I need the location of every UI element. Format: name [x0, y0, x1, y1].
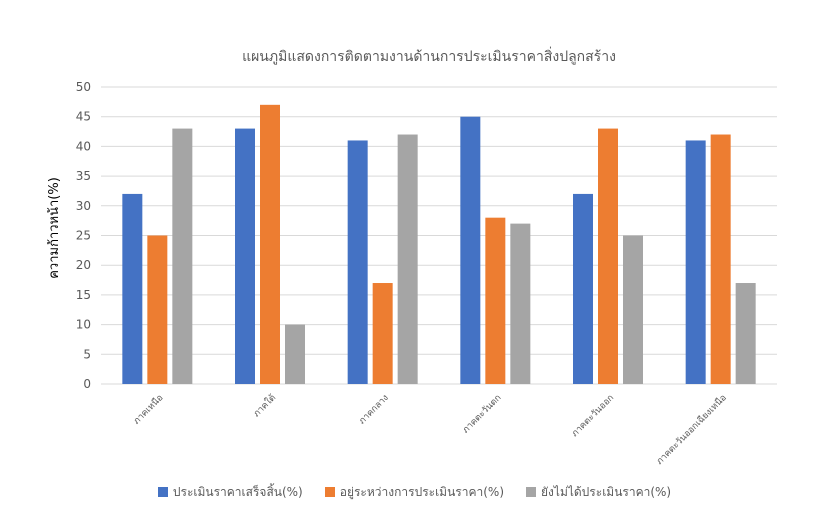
y-tick-label: 45: [76, 110, 91, 124]
x-tick-label: ภาคใต้: [251, 392, 278, 419]
x-tick-label: ภาคตะวันออก: [570, 393, 616, 439]
y-tick-label: 30: [76, 199, 91, 213]
y-tick-labels: 0 5 10 15 20 25 30 35 40 45 50: [76, 80, 91, 391]
y-tick-label: 5: [83, 347, 91, 361]
bar: [285, 324, 305, 384]
y-axis-label: ความก้าวหน้า(%): [47, 177, 62, 279]
bar: [460, 116, 481, 384]
bar: [485, 217, 506, 384]
y-tick-label: 25: [76, 229, 91, 243]
x-tick-label: ภาคตะวันออกเฉียงเหนือ: [654, 392, 729, 467]
bar: [147, 235, 168, 384]
bar: [598, 128, 618, 384]
bar: [260, 104, 280, 384]
y-tick-label: 0: [83, 377, 91, 391]
legend-item: ประเมินราคาเสร็จสิ้น(%): [157, 483, 303, 502]
legend-label: ยังไม่ได้ประเมินราคา(%): [541, 484, 672, 499]
bar: [122, 193, 143, 384]
bar: [372, 283, 393, 384]
gridlines: [101, 86, 777, 385]
legend-swatch: [324, 487, 335, 497]
bar: [573, 193, 593, 384]
bar: [710, 134, 731, 384]
bar: [397, 134, 418, 384]
x-tick-labels: ภาคเหนือ ภาคใต้ ภาคกลาง ภาคตะวันตก ภาคตะวันอ…: [131, 392, 729, 467]
bar: [510, 223, 531, 384]
x-tick-label: ภาคกลาง: [357, 393, 391, 427]
bar: [623, 235, 643, 384]
bar: [685, 140, 706, 384]
bar: [235, 128, 255, 384]
legend-item: อยู่ระหว่างการประเมินราคา(%): [324, 483, 505, 502]
x-tick-label: ภาคตะวันตก: [461, 393, 504, 436]
legend: ประเมินราคาเสร็จสิ้น(%) อยู่ระหว่างการประ…: [0, 483, 829, 501]
bars: [122, 104, 756, 384]
x-tick-label: ภาคเหนือ: [131, 392, 165, 426]
y-tick-label: 40: [76, 139, 91, 153]
y-tick-label: 15: [76, 288, 91, 302]
legend-swatch: [526, 487, 537, 497]
chart-title: แผนภูมิแสดงการติดตามงานด้านการประเมินราค…: [242, 47, 616, 65]
legend-label: ประเมินราคาเสร็จสิ้น(%): [172, 484, 303, 499]
y-tick-label: 20: [76, 258, 91, 272]
bar: [172, 128, 193, 384]
legend-swatch: [157, 487, 168, 497]
y-tick-label: 10: [76, 318, 91, 332]
legend-label: อยู่ระหว่างการประเมินราคา(%): [339, 484, 505, 499]
legend-item: ยังไม่ได้ประเมินราคา(%): [526, 483, 671, 502]
bar: [735, 283, 756, 384]
bar: [347, 140, 368, 384]
y-tick-label: 35: [76, 169, 91, 183]
y-tick-label: 50: [76, 80, 91, 94]
